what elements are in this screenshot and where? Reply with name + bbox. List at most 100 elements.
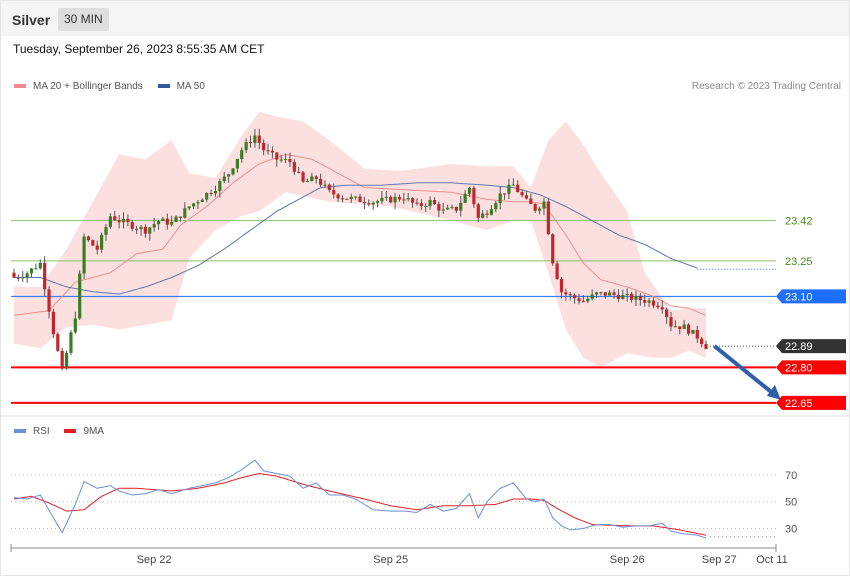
candle-body bbox=[156, 220, 161, 225]
candle bbox=[165, 213, 169, 230]
ma50-legend-label: MA 50 bbox=[176, 81, 205, 92]
candle bbox=[599, 291, 603, 296]
candle bbox=[319, 173, 323, 187]
candle bbox=[437, 201, 441, 218]
candle bbox=[143, 224, 147, 238]
candle bbox=[669, 312, 673, 332]
candle bbox=[691, 329, 695, 334]
candle-body bbox=[625, 293, 629, 295]
candle bbox=[590, 289, 594, 301]
rsi-legend: RSI 9MA bbox=[14, 426, 104, 437]
candle bbox=[686, 323, 691, 336]
candle-body bbox=[227, 174, 231, 177]
candle bbox=[43, 256, 47, 297]
candle-body bbox=[524, 195, 529, 199]
candle bbox=[231, 167, 235, 176]
candle-body bbox=[678, 326, 682, 329]
candle bbox=[393, 192, 397, 210]
rsi-tick-50: 50 bbox=[785, 497, 797, 509]
candle-body bbox=[476, 204, 480, 218]
candle bbox=[678, 326, 682, 335]
candle bbox=[485, 210, 489, 219]
candle-body bbox=[314, 176, 318, 179]
level-label-22.89: 22.89 bbox=[785, 341, 813, 353]
candle-body bbox=[205, 192, 209, 200]
candle bbox=[551, 233, 555, 266]
candle-body bbox=[262, 142, 266, 151]
rsi-line bbox=[13, 459, 707, 539]
candle-body bbox=[555, 263, 559, 280]
candle-body bbox=[275, 152, 279, 160]
candle-body bbox=[174, 216, 178, 222]
candle-body bbox=[82, 236, 86, 274]
candle-body bbox=[406, 198, 410, 200]
level-label-22.65: 22.65 bbox=[785, 398, 813, 410]
candle bbox=[257, 128, 261, 150]
candle-body bbox=[51, 311, 56, 335]
candle bbox=[78, 270, 82, 321]
candle-body bbox=[121, 218, 126, 223]
candle bbox=[270, 146, 275, 159]
candle bbox=[502, 193, 507, 200]
candle bbox=[73, 311, 77, 335]
ma50-line bbox=[14, 182, 698, 295]
candle-body bbox=[349, 196, 353, 200]
candle-body bbox=[446, 207, 450, 210]
candle-body bbox=[183, 208, 187, 218]
candle bbox=[25, 271, 29, 283]
candle-body bbox=[691, 329, 695, 334]
candle-body bbox=[95, 245, 99, 250]
candle bbox=[494, 200, 498, 213]
candle bbox=[301, 171, 305, 183]
candle-body bbox=[700, 338, 704, 345]
candle bbox=[213, 185, 218, 197]
candle bbox=[555, 261, 559, 280]
candle-body bbox=[608, 292, 612, 296]
candle bbox=[467, 186, 472, 198]
candle bbox=[371, 201, 375, 210]
candle bbox=[336, 193, 340, 202]
candle bbox=[612, 289, 616, 299]
candle bbox=[375, 199, 380, 208]
candle-body bbox=[47, 289, 51, 312]
candle-body bbox=[104, 227, 108, 235]
candle bbox=[148, 226, 152, 241]
candle bbox=[283, 153, 288, 164]
candle bbox=[292, 159, 296, 176]
candle bbox=[156, 220, 161, 230]
candle-body bbox=[292, 161, 296, 172]
bollinger-legend-label: MA 20 + Bollinger Bands bbox=[33, 81, 143, 92]
candle bbox=[69, 329, 73, 356]
candle bbox=[621, 289, 625, 300]
candle bbox=[542, 197, 546, 216]
candle bbox=[86, 235, 91, 242]
candle-body bbox=[113, 216, 117, 221]
candle bbox=[349, 193, 353, 203]
candle-body bbox=[616, 294, 621, 300]
candle-body bbox=[375, 201, 380, 203]
candle-body bbox=[69, 332, 73, 353]
candle-body bbox=[665, 309, 669, 318]
candle-body bbox=[481, 213, 485, 218]
candle-body bbox=[319, 178, 323, 185]
candle bbox=[634, 290, 638, 307]
candle-body bbox=[297, 171, 301, 173]
candle-body bbox=[170, 221, 174, 225]
candle bbox=[126, 214, 130, 227]
candle bbox=[235, 158, 239, 173]
candle bbox=[117, 214, 121, 229]
candle bbox=[135, 226, 139, 234]
candle-body bbox=[16, 277, 20, 279]
candle-body bbox=[323, 184, 327, 186]
candle bbox=[489, 204, 494, 216]
candle bbox=[415, 198, 419, 206]
candle-body bbox=[43, 262, 47, 290]
candle bbox=[424, 203, 428, 212]
candle-body bbox=[12, 272, 16, 278]
candle-body bbox=[100, 234, 104, 250]
level-tag-23.10 bbox=[776, 289, 846, 304]
timeframe-badge[interactable]: 30 MIN bbox=[58, 8, 109, 31]
candle bbox=[240, 147, 244, 163]
candle bbox=[91, 239, 95, 246]
